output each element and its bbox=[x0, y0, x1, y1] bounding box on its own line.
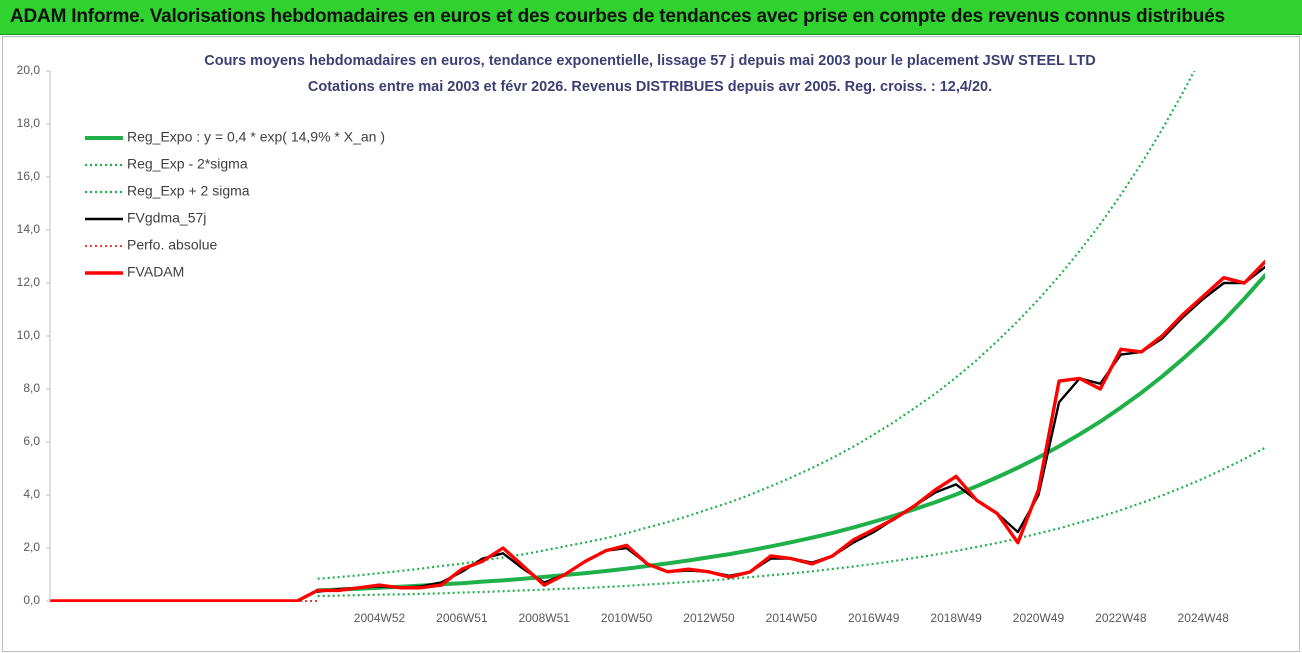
x-tick-label: 2008W51 bbox=[519, 611, 571, 625]
x-tick-label: 2018W49 bbox=[930, 611, 982, 625]
header-bar: ADAM Informe. Valorisations hebdomadaire… bbox=[0, 0, 1302, 35]
y-tick-label: 8,0 bbox=[23, 381, 40, 395]
y-tick-label: 4,0 bbox=[23, 487, 40, 501]
legend-label: Reg_Exp - 2*sigma bbox=[127, 156, 248, 172]
series-line bbox=[317, 71, 1196, 580]
x-tick-label: 2022W48 bbox=[1095, 611, 1147, 625]
x-tick-label: 2006W51 bbox=[436, 611, 488, 625]
x-tick-label: 2010W50 bbox=[601, 611, 653, 625]
chart-frame bbox=[2, 36, 1300, 652]
x-tick-label: 2024W48 bbox=[1178, 611, 1230, 625]
y-tick-label: 20,0 bbox=[17, 63, 41, 77]
y-tick-label: 0,0 bbox=[23, 593, 40, 607]
x-tick-label: 2012W50 bbox=[683, 611, 735, 625]
x-tick-label: 2020W49 bbox=[1013, 611, 1065, 625]
chart-title: Cours moyens hebdomadaires en euros, ten… bbox=[204, 53, 1096, 69]
legend-label: Perfo. absolue bbox=[127, 237, 217, 253]
legend-label: Reg_Expo : y = 0,4 * exp( 14,9% * X_an ) bbox=[127, 129, 385, 145]
plot-area bbox=[50, 71, 1265, 602]
legend-label: Reg_Exp + 2 sigma bbox=[127, 183, 250, 199]
chart-subtitle: Cotations entre mai 2003 et févr 2026. R… bbox=[308, 79, 992, 95]
x-tick-label: 2016W49 bbox=[848, 611, 900, 625]
y-tick-label: 18,0 bbox=[17, 116, 41, 130]
legend-label: FVADAM bbox=[127, 264, 184, 280]
series-line bbox=[315, 273, 1265, 593]
series-line bbox=[50, 260, 1265, 602]
y-tick-label: 12,0 bbox=[17, 275, 41, 289]
y-tick-label: 14,0 bbox=[17, 222, 41, 236]
x-tick-label: 2004W52 bbox=[354, 611, 406, 625]
series-line bbox=[317, 446, 1265, 598]
y-tick-label: 6,0 bbox=[23, 434, 40, 448]
y-tick-label: 16,0 bbox=[17, 169, 41, 183]
x-tick-label: 2014W50 bbox=[766, 611, 818, 625]
legend-label: FVgdma_57j bbox=[127, 210, 206, 226]
y-tick-label: 2,0 bbox=[23, 540, 40, 554]
page-heading: ADAM Informe. Valorisations hebdomadaire… bbox=[10, 6, 1225, 27]
y-tick-label: 10,0 bbox=[17, 328, 41, 342]
